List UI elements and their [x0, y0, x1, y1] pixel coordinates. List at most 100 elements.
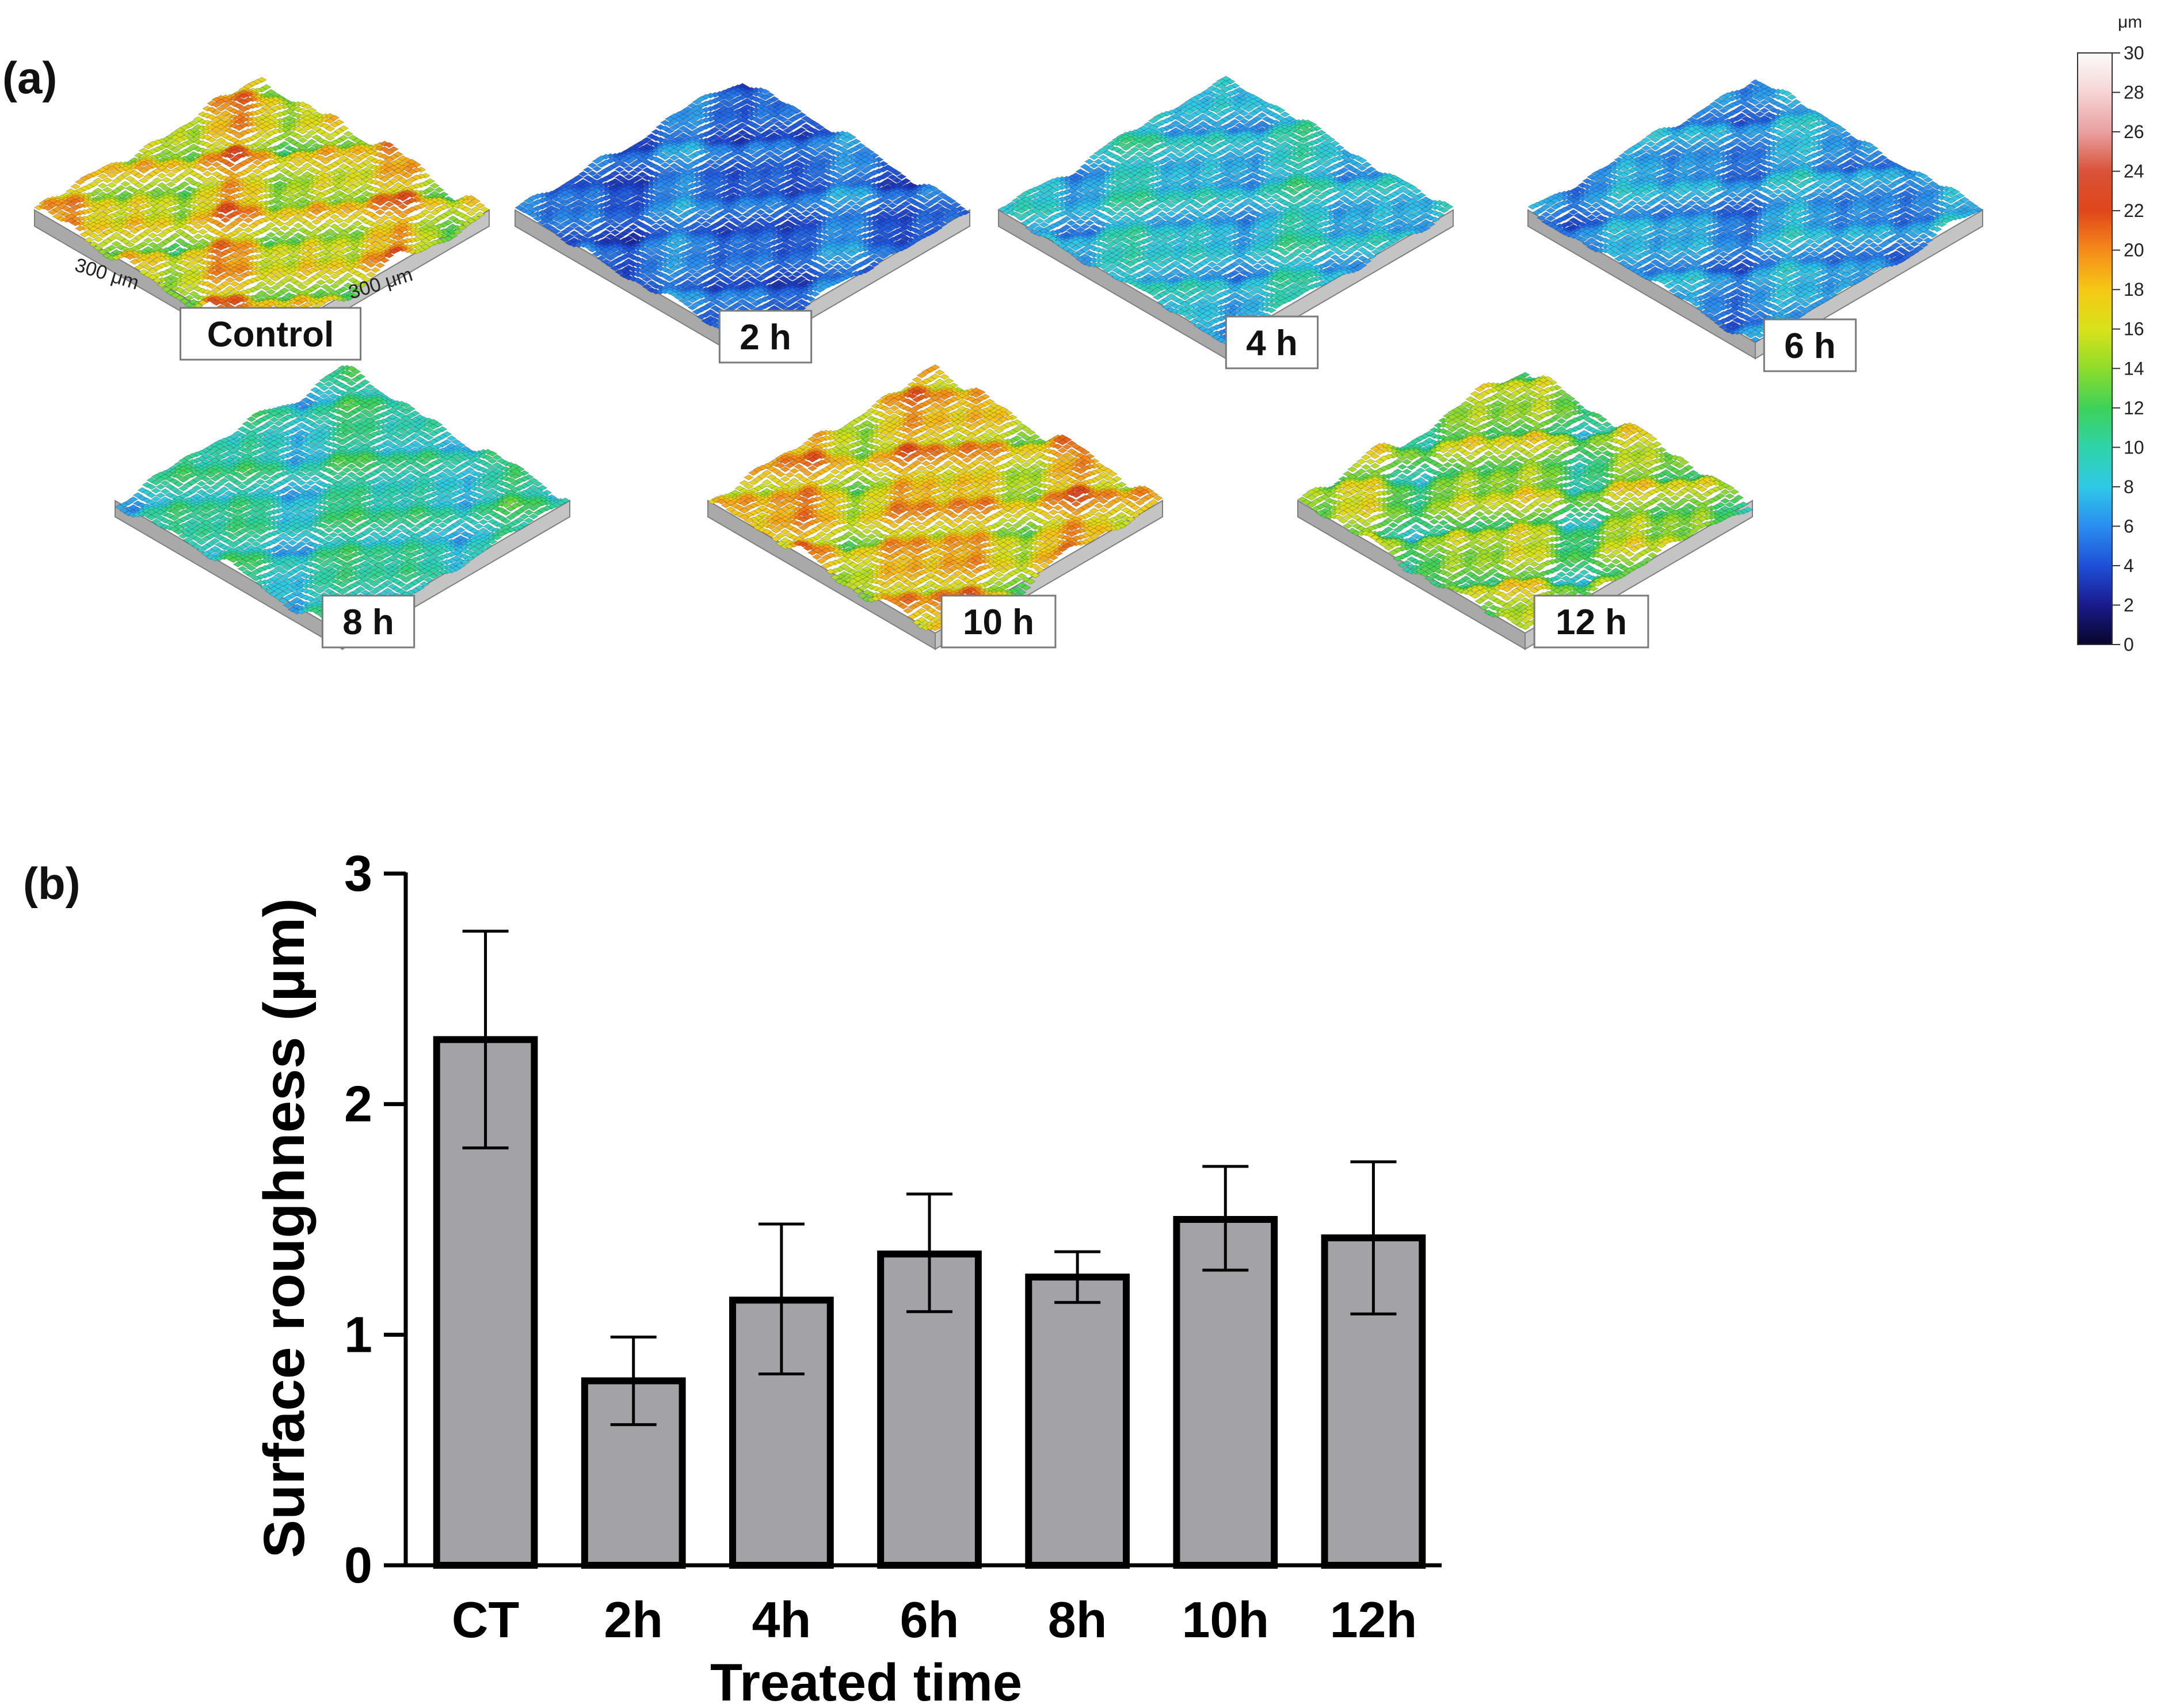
surface-facet: [279, 117, 290, 123]
surface-facet: [448, 207, 458, 214]
surface-facet: [461, 199, 472, 205]
surface-facet: [325, 135, 336, 141]
surface-facet: [298, 128, 308, 135]
surface-facet: [466, 210, 477, 216]
panel-b-label: (b): [23, 858, 81, 909]
sample-label: Control: [207, 315, 334, 354]
surface-facet: [261, 111, 272, 118]
surface-facet: [325, 125, 336, 132]
surface-facet: [243, 217, 253, 223]
surface-facet: [338, 155, 349, 162]
surface-facet: [302, 110, 313, 116]
surface-facet: [461, 206, 472, 212]
surface-facet: [352, 157, 363, 163]
surface-facet: [388, 146, 399, 152]
surface-facet: [279, 103, 290, 109]
surface-facet: [243, 83, 253, 90]
surface-facet: [298, 137, 308, 143]
surface-facet: [470, 206, 481, 212]
surface-facet: [470, 215, 481, 221]
surface-facet: [388, 154, 399, 160]
surface-facet: [279, 99, 290, 106]
surface-facet: [407, 159, 417, 165]
surface-facet: [70, 184, 81, 190]
surface-facet: [434, 215, 444, 222]
surface-facet: [329, 115, 340, 121]
surface-facet: [357, 162, 367, 169]
surface-facet: [352, 165, 363, 171]
surface-facet: [434, 186, 444, 193]
surface-facet: [384, 149, 394, 155]
surface-facet: [298, 121, 308, 128]
surface-facet: [357, 154, 367, 160]
surface-facet: [106, 182, 117, 188]
surface-facet: [298, 145, 308, 151]
surface-facet: [388, 178, 399, 184]
surface-facet: [379, 169, 390, 176]
surface-facet: [407, 177, 417, 183]
surface-facet: [452, 228, 463, 235]
surface-facet: [461, 215, 472, 221]
surface-facet: [348, 161, 358, 167]
surface-facet: [466, 201, 477, 208]
surface-facet: [425, 205, 435, 211]
surface-facet: [302, 104, 313, 110]
surface-facet: [97, 182, 108, 189]
surface-facet: [384, 211, 394, 217]
surface-facet: [293, 142, 303, 148]
surface-facet: [202, 170, 212, 177]
surface-facet: [320, 131, 331, 138]
surface-facet: [434, 206, 444, 212]
surface-facet: [429, 190, 440, 197]
surface-facet: [479, 207, 490, 213]
surface-facet: [207, 166, 217, 172]
surface-facet: [193, 233, 204, 240]
surface-facet: [384, 173, 394, 179]
surface-facet: [384, 181, 394, 187]
surface-facet: [393, 151, 403, 158]
surface-facet: [343, 158, 353, 165]
surface-facet: [261, 105, 272, 111]
surface-facet: [470, 198, 481, 204]
surface-facet: [120, 181, 131, 187]
dimension-label-right: 300 μm: [346, 264, 415, 304]
surface-facet: [238, 93, 249, 99]
surface-facet: [407, 163, 417, 169]
surface-facet: [302, 133, 313, 139]
surface-facet: [238, 222, 249, 228]
surface-facet: [466, 218, 477, 224]
surface-facet: [329, 121, 340, 128]
surface-facet: [307, 107, 317, 113]
surface-facet: [475, 211, 485, 218]
surface-facet: [375, 209, 386, 215]
surface-facet: [402, 166, 413, 172]
surface-facet: [407, 169, 417, 175]
surface-facet: [361, 159, 372, 166]
panel-a-label: (a): [2, 52, 58, 103]
surface-facet: [402, 172, 413, 179]
surface-facet: [375, 262, 386, 269]
surface-facet: [461, 220, 472, 227]
surface-facet: [293, 133, 303, 140]
surface-facet: [416, 166, 426, 173]
surface-facet: [343, 131, 353, 137]
surface-facet: [302, 125, 313, 131]
surface-facet: [266, 89, 276, 95]
surface-facet: [161, 177, 172, 183]
surface-facet: [379, 146, 390, 152]
surface-facet: [147, 232, 158, 239]
surface-facet: [379, 176, 390, 182]
surface-facet: [293, 223, 303, 229]
surface-facet: [338, 222, 349, 228]
surface-facet: [311, 134, 322, 140]
surface-facet: [307, 129, 317, 136]
surface-facet: [420, 189, 431, 195]
surface-facet: [316, 128, 326, 135]
surface-facet: [429, 209, 440, 216]
surface-facet: [352, 149, 363, 156]
surface-facet: [334, 128, 344, 134]
surface-facet: [384, 157, 394, 163]
surface-facet: [320, 123, 331, 129]
